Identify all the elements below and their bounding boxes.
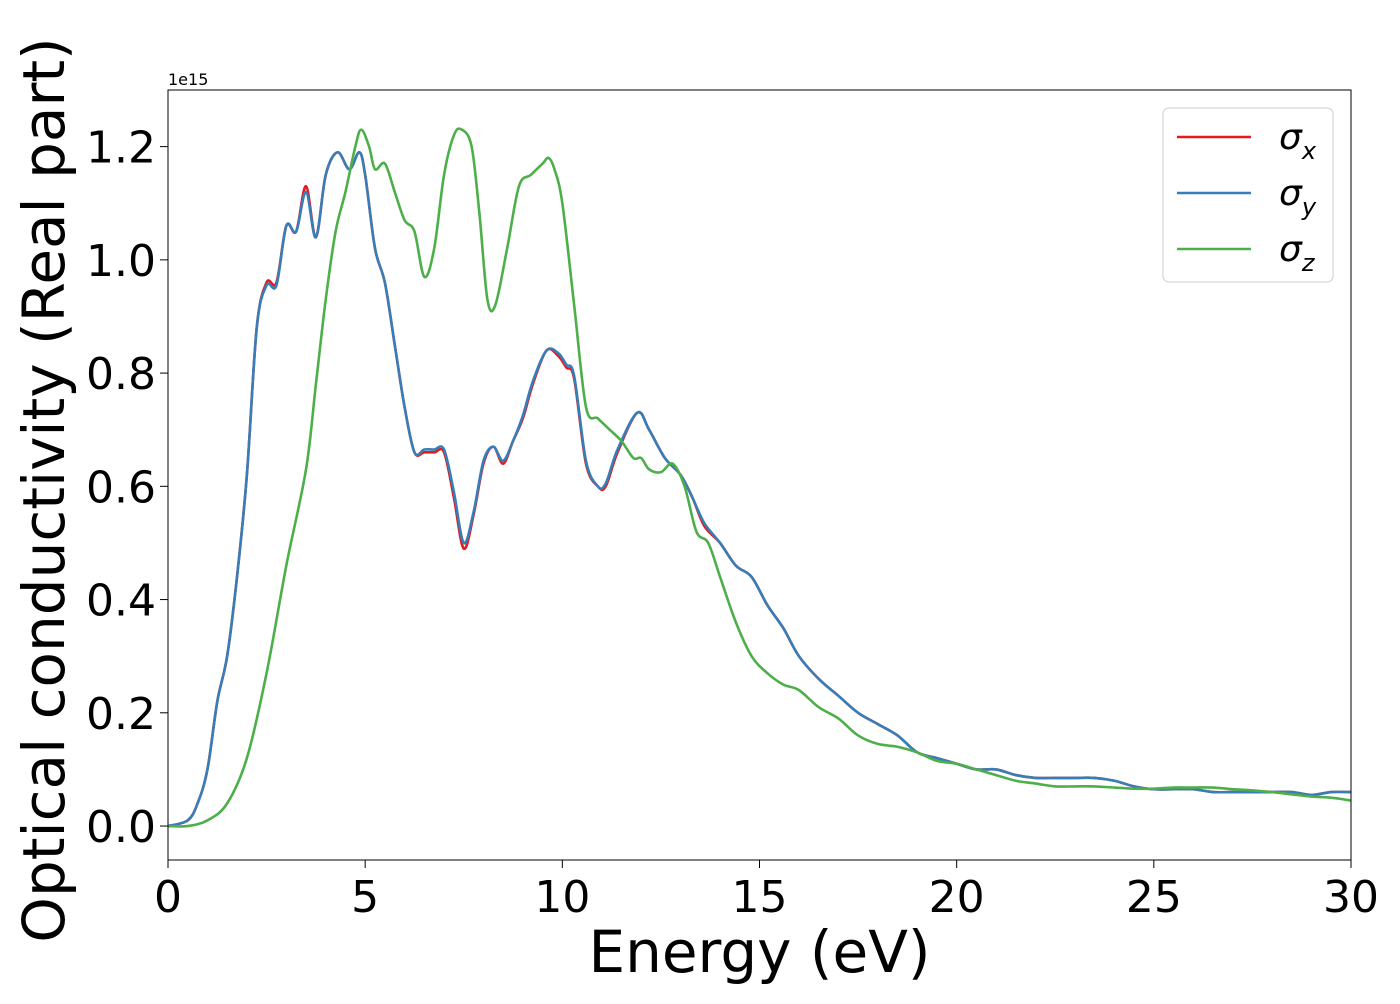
x-axis-label: Energy (eV) (588, 918, 930, 986)
legend-label-z: σz (1279, 229, 1316, 277)
legend-label-subscript: y (1301, 193, 1317, 221)
y-axis-offset-text: 1e15 (168, 70, 208, 89)
x-axis-ticks: 0 5 10 15 20 25 30 (154, 860, 1379, 923)
legend-box (1162, 107, 1334, 283)
y-tick-label: 0.2 (86, 689, 156, 740)
y-axis-ticks: 0.0 0.2 0.4 0.6 0.8 1.0 1.2 (86, 123, 168, 853)
legend-label-subscript: z (1301, 249, 1316, 277)
x-tick-label: 0 (154, 872, 182, 923)
legend-label-base: σ (1279, 229, 1303, 270)
legend-label-y: σy (1279, 173, 1317, 221)
x-tick-label: 5 (351, 872, 379, 923)
x-tick-label: 20 (929, 872, 985, 923)
legend-label-base: σ (1279, 173, 1303, 214)
x-tick-label: 30 (1323, 872, 1379, 923)
series-line-z (168, 127, 1351, 828)
y-tick-label: 0.8 (86, 349, 156, 400)
x-tick-label: 25 (1126, 872, 1182, 923)
legend-label-x: σx (1279, 117, 1317, 165)
x-tick-label: 15 (732, 872, 788, 923)
legend-label-base: σ (1279, 117, 1303, 158)
y-tick-label: 0.4 (86, 576, 156, 627)
y-tick-label: 0.0 (86, 802, 156, 853)
legend-label-subscript: x (1301, 137, 1317, 165)
y-tick-label: 1.0 (86, 236, 156, 287)
series-line-y (168, 150, 1351, 828)
plot-lines (168, 127, 1351, 828)
y-axis-label: Optical conductivity (Real part) (10, 37, 78, 942)
x-tick-label: 10 (534, 872, 590, 923)
y-tick-label: 0.6 (86, 462, 156, 513)
y-tick-label: 1.2 (86, 123, 156, 174)
